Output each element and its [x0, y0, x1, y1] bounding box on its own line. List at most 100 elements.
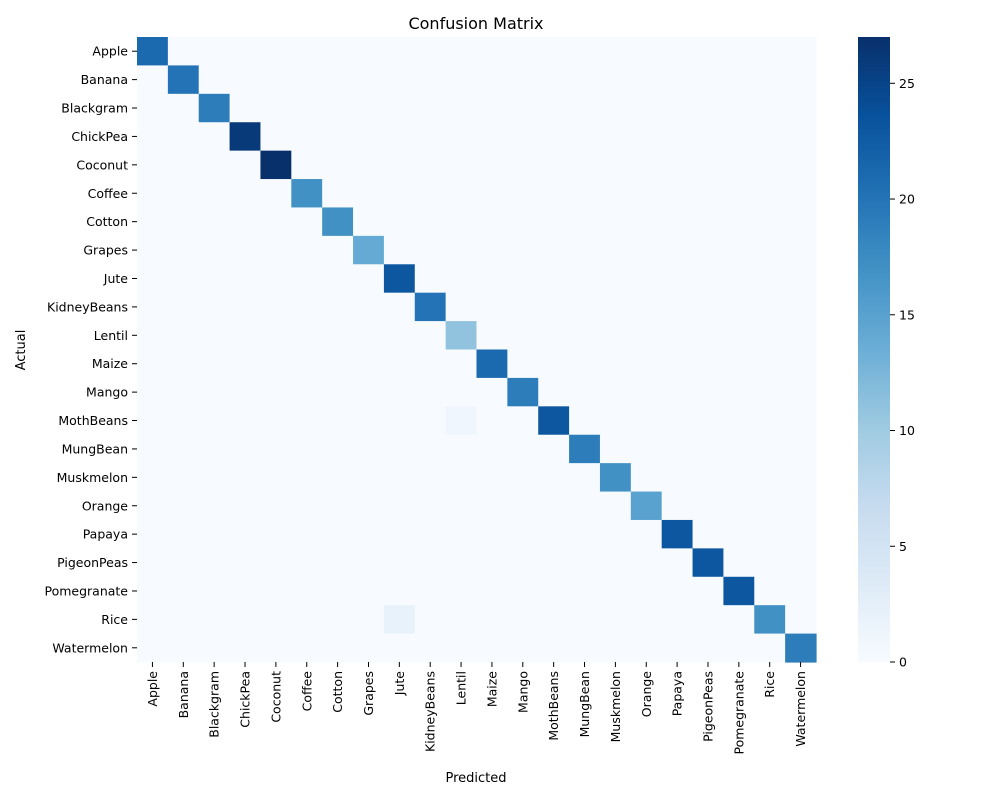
heatmap-cell	[507, 406, 539, 436]
heatmap-cell	[383, 633, 416, 663]
heatmap-cell	[569, 519, 601, 549]
heatmap-cell	[538, 491, 570, 521]
heatmap-cell	[353, 150, 385, 180]
heatmap-cell	[260, 122, 292, 152]
heatmap-cell	[507, 349, 539, 379]
y-tick-label: Papaya	[83, 527, 128, 542]
heatmap-cell	[445, 463, 478, 493]
heatmap-cell	[661, 264, 694, 294]
heatmap-cell	[383, 122, 416, 152]
heatmap-cell	[661, 576, 694, 606]
heatmap-cell	[291, 633, 323, 663]
y-tick-label: Mango	[86, 385, 128, 400]
heatmap-cell	[785, 235, 817, 265]
x-tick-label: Grapes	[361, 671, 376, 716]
heatmap-cell	[353, 633, 385, 663]
heatmap-cell	[291, 463, 323, 493]
heatmap-cell	[198, 93, 231, 123]
heatmap-cell	[569, 179, 601, 209]
heatmap-cell	[167, 605, 200, 635]
y-tick-label: Rice	[101, 612, 128, 627]
heatmap-cell	[692, 122, 725, 152]
colorbar-ticks: 0 5 10 15 20 25	[890, 76, 915, 670]
heatmap-cell	[476, 548, 508, 578]
heatmap-cell	[661, 37, 694, 67]
heatmap-cell	[353, 463, 385, 493]
heatmap-cell	[198, 292, 231, 322]
heatmap-cell	[476, 377, 508, 407]
heatmap-cell	[599, 463, 632, 493]
heatmap-cell	[569, 491, 601, 521]
heatmap-cell	[260, 349, 292, 379]
heatmap-cell	[383, 179, 416, 209]
heatmap-cell	[229, 65, 262, 95]
heatmap-cell	[445, 93, 478, 123]
heatmap-cell	[754, 349, 786, 379]
heatmap-cell	[538, 264, 570, 294]
heatmap-cell	[785, 519, 817, 549]
heatmap-cell	[198, 321, 231, 351]
heatmap-cell	[198, 605, 231, 635]
heatmap-cell	[661, 633, 694, 663]
y-tick-label: Blackgram	[61, 101, 128, 116]
heatmap-cell	[538, 37, 570, 67]
heatmap-cell	[291, 65, 323, 95]
heatmap-cell	[476, 292, 508, 322]
heatmap-cell	[785, 349, 817, 379]
x-tick-label: Rice	[762, 671, 777, 698]
heatmap-cell	[198, 264, 231, 294]
heatmap-cell	[137, 605, 169, 635]
heatmap-cell	[754, 292, 786, 322]
heatmap-cell	[785, 548, 817, 578]
heatmap-cell	[538, 377, 570, 407]
x-tick-label: Jute	[392, 671, 407, 697]
heatmap-cell	[723, 292, 755, 322]
heatmap-cell	[260, 65, 292, 95]
heatmap-cell	[723, 207, 755, 237]
heatmap-cell	[167, 491, 200, 521]
heatmap-cell	[322, 65, 354, 95]
heatmap-cell	[661, 406, 694, 436]
heatmap-cell	[538, 150, 570, 180]
heatmap-cell	[260, 235, 292, 265]
heatmap-cell	[445, 548, 478, 578]
heatmap-cell	[785, 264, 817, 294]
heatmap-cell	[445, 605, 478, 635]
heatmap-cell	[167, 207, 200, 237]
heatmap-cell	[198, 548, 231, 578]
heatmap-cell	[167, 321, 200, 351]
heatmap-cell	[785, 406, 817, 436]
heatmap-cell	[692, 576, 725, 606]
colorbar-tick-label: 0	[899, 655, 907, 670]
heatmap-cell	[137, 434, 169, 464]
heatmap-cell	[507, 37, 539, 67]
heatmap-cell	[291, 292, 323, 322]
heatmap-cell	[260, 633, 292, 663]
heatmap-cell	[538, 605, 570, 635]
heatmap-cell	[507, 235, 539, 265]
heatmap-cell	[785, 65, 817, 95]
heatmap-cell	[569, 633, 601, 663]
heatmap-cell	[198, 150, 231, 180]
heatmap-cell	[754, 37, 786, 67]
heatmap-cell	[538, 292, 570, 322]
y-tick-label: Orange	[82, 498, 128, 513]
heatmap-cell	[630, 548, 663, 578]
heatmap-cell	[723, 377, 755, 407]
colorbar	[858, 37, 890, 662]
heatmap-cell	[692, 491, 725, 521]
heatmap-cell	[692, 292, 725, 322]
heatmap-cell	[785, 150, 817, 180]
heatmap-cell	[785, 37, 817, 67]
heatmap-cell	[414, 292, 447, 322]
x-tick-label: PigeonPeas	[700, 671, 715, 742]
y-tick-label: Cotton	[86, 214, 128, 229]
heatmap-cell	[538, 576, 570, 606]
heatmap-cell	[476, 434, 508, 464]
heatmap-cell	[785, 292, 817, 322]
heatmap-cell	[322, 434, 354, 464]
heatmap-cell	[661, 463, 694, 493]
x-tick-label: Muskmelon	[608, 671, 623, 742]
heatmap-cell	[538, 519, 570, 549]
heatmap-cell	[599, 93, 632, 123]
